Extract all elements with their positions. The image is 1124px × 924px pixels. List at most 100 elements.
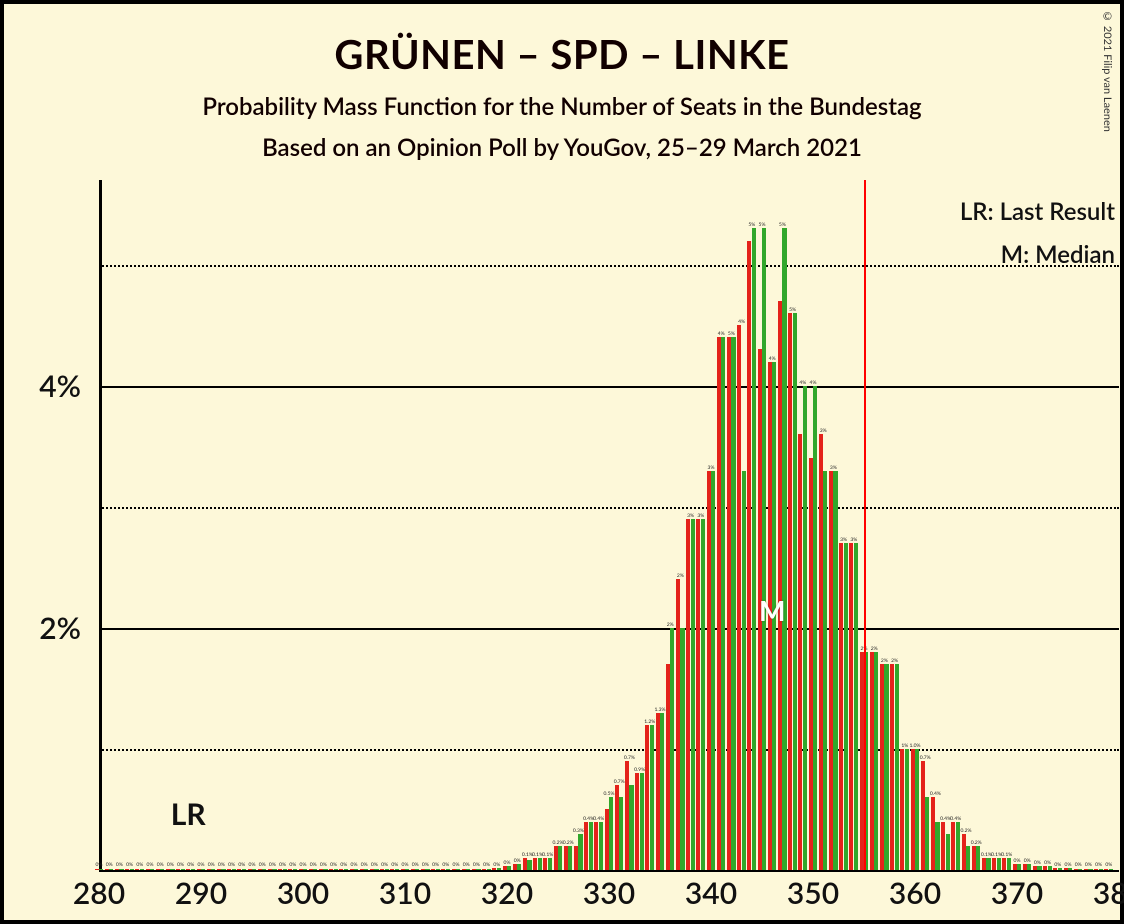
- bar-green: [976, 846, 980, 870]
- bar-pair: 0%: [1053, 868, 1062, 870]
- bar-green: [568, 846, 572, 870]
- bar-pair: 0.4%: [584, 822, 593, 870]
- bar-green: [956, 822, 960, 870]
- bar-value-label: 0%: [136, 862, 143, 868]
- bar-green: [303, 869, 307, 870]
- bar-red: [900, 749, 904, 870]
- bar-value-label: 0.4%: [593, 816, 604, 822]
- bar-pair: 1.0%: [911, 749, 920, 870]
- bar-pair: 0%: [166, 868, 175, 870]
- bar-green: [925, 797, 929, 870]
- bar-red: [146, 869, 150, 870]
- bar-red: [248, 869, 252, 870]
- bar-pair: 5%: [758, 228, 767, 870]
- bar-red: [503, 866, 507, 870]
- bar-red: [482, 869, 486, 870]
- bar-green: [109, 869, 113, 870]
- bar-green: [436, 869, 440, 870]
- bar-red: [1084, 869, 1088, 870]
- bar-value-label: 4%: [718, 331, 725, 337]
- bar-value-label: 0%: [453, 862, 460, 868]
- bar-red: [921, 761, 925, 870]
- bar-pair: 0%: [492, 868, 501, 870]
- bar-value-label: 0%: [167, 862, 174, 868]
- bar-red: [452, 869, 456, 870]
- bar-value-label: 2%: [677, 573, 684, 579]
- bar-pair: 0%: [227, 868, 236, 870]
- gridline: [99, 628, 1119, 630]
- bar-pair: 0%: [1043, 866, 1052, 870]
- bar-red: [513, 864, 517, 870]
- bar-pair: 0%: [360, 868, 369, 870]
- x-tick-label: 330: [583, 875, 635, 911]
- bar-value-label: 5%: [779, 222, 786, 228]
- bar-pair: 5%: [778, 228, 787, 870]
- bar-green: [701, 519, 705, 870]
- bar-pair: 0%: [146, 868, 155, 870]
- bar-red: [574, 846, 578, 870]
- bar-pair: 0%: [1084, 868, 1093, 870]
- gridline-minor: [99, 749, 1119, 751]
- bar-value-label: 0.2%: [563, 840, 574, 846]
- bar-pair: 3%: [686, 519, 695, 870]
- bar-red: [747, 241, 751, 870]
- bar-green: [252, 869, 256, 870]
- bar-green: [283, 869, 287, 870]
- bar-value-label: 0%: [310, 862, 317, 868]
- bar-green: [1037, 866, 1041, 870]
- bar-green: [782, 228, 786, 870]
- bar-value-label: 0%: [238, 862, 245, 868]
- bar-pair: 0%: [452, 868, 461, 870]
- bar-red: [696, 519, 700, 870]
- bar-value-label: 0%: [1034, 860, 1041, 866]
- bar-pair: 0.1%: [543, 858, 552, 870]
- bar-green: [456, 869, 460, 870]
- bar-red: [605, 809, 609, 870]
- bar-value-label: 1.3%: [655, 707, 666, 713]
- chart-titles: GRÜNEN – SPD – LINKE Probability Mass Fu…: [4, 4, 1120, 162]
- lr-marker: LR: [171, 796, 206, 832]
- bar-pair: 0%: [197, 868, 206, 870]
- bar-value-label: 0.4%: [950, 816, 961, 822]
- bar-pair: 0%: [472, 868, 481, 870]
- bar-green: [446, 869, 450, 870]
- bar-pair: 2%: [890, 664, 899, 870]
- bar-pair: 0.1%: [1002, 858, 1011, 870]
- bar-value-label: 3%: [850, 537, 857, 543]
- bar-red: [972, 846, 976, 870]
- bar-value-label: 3%: [697, 513, 704, 519]
- x-tick-label: 370: [991, 875, 1043, 911]
- bar-pair: 0%: [278, 868, 287, 870]
- bar-value-label: 4%: [799, 380, 806, 386]
- bar-value-label: 0%: [320, 862, 327, 868]
- bar-red: [829, 471, 833, 870]
- subtitle: Probability Mass Function for the Number…: [4, 92, 1120, 121]
- bar-green: [803, 386, 807, 870]
- bar-red: [492, 868, 496, 870]
- bar-green: [507, 866, 511, 870]
- bar-green: [599, 822, 603, 870]
- bar-value-label: 4%: [769, 356, 776, 362]
- bar-value-label: 0%: [381, 862, 388, 868]
- bar-value-label: 0.2%: [961, 828, 972, 834]
- bar-green: [130, 869, 134, 870]
- bar-green: [242, 869, 246, 870]
- bar-green: [578, 834, 582, 870]
- bar-red: [849, 543, 853, 870]
- bar-value-label: 0%: [1085, 862, 1092, 868]
- bar-pair: 0%: [513, 864, 522, 870]
- bar-green: [1007, 858, 1011, 870]
- bar-green: [364, 869, 368, 870]
- bar-pair: 0%: [268, 868, 277, 870]
- bar-value-label: 3%: [830, 465, 837, 471]
- bar-pair: 2%: [676, 579, 685, 870]
- bar-pair: 0%: [135, 868, 144, 870]
- bar-value-label: 0%: [177, 862, 184, 868]
- bar-pair: 5%: [747, 228, 756, 870]
- bar-red: [798, 434, 802, 870]
- bar-green: [650, 725, 654, 870]
- bar-green: [915, 749, 919, 870]
- bar-value-label: 5%: [759, 222, 766, 228]
- bar-value-label: 0%: [1054, 862, 1061, 868]
- bar-pair: 0%: [329, 868, 338, 870]
